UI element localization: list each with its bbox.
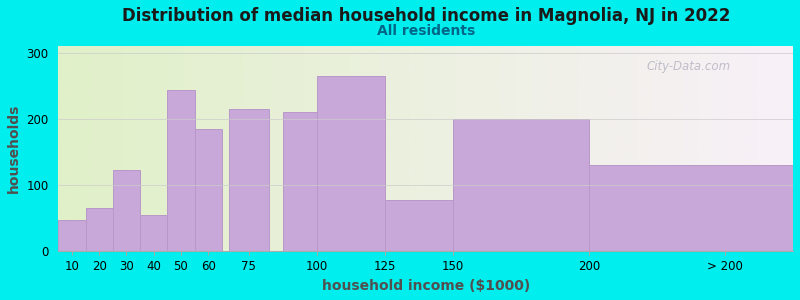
Bar (317, 76, 385, 251)
Bar (229, 109, 270, 251)
Text: City-Data.com: City-Data.com (646, 60, 730, 73)
Bar (283, 112, 351, 251)
Bar (113, 170, 140, 251)
X-axis label: household income ($1000): household income ($1000) (322, 279, 530, 293)
Bar (140, 215, 167, 251)
Bar (453, 119, 589, 251)
Bar (194, 129, 222, 251)
Bar (167, 90, 194, 251)
Text: All residents: All residents (377, 24, 475, 38)
Title: Distribution of median household income in Magnolia, NJ in 2022: Distribution of median household income … (122, 7, 730, 25)
Y-axis label: households: households (7, 104, 21, 194)
Bar (589, 165, 793, 251)
Bar (86, 208, 113, 251)
Bar (58, 220, 86, 251)
Bar (385, 200, 453, 251)
